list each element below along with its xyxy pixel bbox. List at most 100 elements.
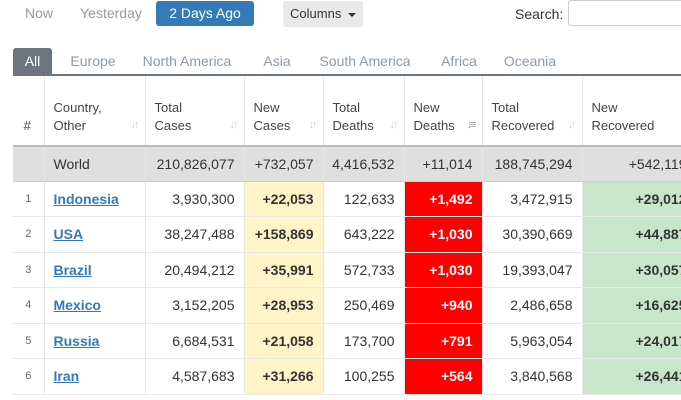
table-header-row: # Country, Other ↓↑ Total Cases ↓↑ New Cases ↓… (13, 76, 681, 147)
new-recovered-cell: +24,017 (582, 323, 681, 359)
new-cases-cell: +35,991 (244, 252, 324, 288)
world-country: World (44, 146, 146, 182)
new-deaths-cell: +1,030 (404, 252, 483, 288)
world-index (13, 146, 45, 182)
header-total-deaths-line1: Total (332, 100, 360, 115)
new-deaths-cell: +564 (404, 358, 483, 395)
header-total-recovered-line2: Recovered (491, 118, 555, 133)
total-cases-cell: 38,247,488 (145, 216, 245, 253)
header-new-recovered[interactable]: New Recovered ↓↑ (582, 76, 681, 147)
header-total-deaths-line2: Deaths (332, 118, 374, 133)
header-new-cases-line1: New (253, 100, 280, 115)
tab-europe[interactable]: Europe (70, 53, 116, 69)
two-days-ago-button[interactable]: 2 Days Ago (156, 1, 254, 26)
total-recovered-cell: 19,393,047 (482, 252, 583, 288)
yesterday-button[interactable]: Yesterday (80, 5, 142, 21)
header-new-cases-line2: Cases (253, 118, 291, 133)
country-cell: Indonesia (44, 181, 146, 217)
header-new-recovered-line2: Recovered (591, 118, 655, 133)
total-recovered-cell: 5,963,054 (482, 323, 583, 359)
header-country-line2: Other (53, 118, 87, 133)
world-total-recovered: 188,745,294 (482, 146, 583, 182)
row-index: 3 (13, 252, 45, 288)
country-cell: Russia (44, 323, 146, 359)
country-cell: Iran (44, 358, 146, 395)
header-total-recovered[interactable]: Total Recovered ↓↑ (482, 76, 583, 147)
tab-all[interactable]: All (13, 48, 52, 74)
sort-icon: ↓↑ (567, 119, 577, 131)
header-new-deaths-line1: New (413, 100, 440, 115)
country-cell: Brazil (44, 252, 146, 288)
new-cases-cell: +31,266 (244, 358, 324, 395)
tab-north-america[interactable]: North America (142, 53, 232, 69)
header-total-deaths[interactable]: Total Deaths ↓↑ (323, 76, 405, 147)
header-total-recovered-line1: Total (491, 100, 519, 115)
header-new-deaths[interactable]: New Deaths ↓≡ (404, 76, 483, 147)
sort-icon: ↓↑ (308, 119, 318, 131)
total-deaths-cell: 643,222 (323, 216, 405, 253)
world-new-cases: +732,057 (244, 146, 324, 182)
tab-underline (13, 74, 681, 76)
total-cases-cell: 3,152,205 (145, 287, 245, 324)
country-link[interactable]: Mexico (53, 297, 101, 314)
country-link[interactable]: Brazil (53, 261, 92, 278)
header-total-cases-line2: Cases (154, 118, 192, 133)
total-recovered-cell: 30,390,669 (482, 216, 583, 253)
header-total-cases-line1: Total (154, 100, 182, 115)
caret-down-icon (347, 12, 356, 17)
header-index[interactable]: # (13, 76, 45, 147)
total-deaths-cell: 122,633 (323, 181, 405, 217)
tab-south-america[interactable]: South America (319, 53, 411, 69)
new-recovered-cell: +29,012 (582, 181, 681, 217)
covid-stats-table: # Country, Other ↓↑ Total Cases ↓↑ New Cases ↓… (13, 76, 681, 395)
header-index-label: # (23, 118, 31, 133)
total-cases-cell: 4,587,683 (145, 358, 245, 395)
row-index: 2 (13, 216, 45, 253)
total-recovered-cell: 3,472,915 (482, 181, 583, 217)
total-deaths-cell: 100,255 (323, 358, 405, 395)
sort-icon: ↓↑ (229, 119, 239, 131)
country-link[interactable]: Iran (53, 368, 80, 385)
tab-oceania[interactable]: Oceania (503, 53, 557, 69)
tab-asia[interactable]: Asia (263, 53, 291, 69)
total-cases-cell: 20,494,212 (145, 252, 245, 288)
date-toolbar: Now Yesterday 2 Days Ago Columns Search: (0, 0, 681, 28)
sort-desc-icon: ↓≡ (466, 119, 477, 131)
columns-dropdown-button[interactable]: Columns (283, 1, 363, 27)
world-total-deaths: 4,416,532 (323, 146, 405, 182)
total-cases-cell: 3,930,300 (145, 181, 245, 217)
header-new-deaths-line2: Deaths (413, 118, 455, 133)
new-cases-cell: +22,053 (244, 181, 324, 217)
table-row: 3 Brazil 20,494,212 +35,991 572,733 +1,030 19,… (13, 252, 681, 288)
header-total-cases[interactable]: Total Cases ↓↑ (145, 76, 245, 147)
header-country[interactable]: Country, Other ↓↑ (44, 76, 146, 147)
country-cell: Mexico (44, 287, 146, 324)
new-cases-cell: +28,953 (244, 287, 324, 324)
total-cases-cell: 6,684,531 (145, 323, 245, 359)
new-deaths-cell: +1,492 (404, 181, 483, 217)
total-recovered-cell: 3,840,568 (482, 358, 583, 395)
country-link[interactable]: Indonesia (53, 190, 119, 207)
header-country-line1: Country, (53, 100, 102, 115)
new-recovered-cell: +26,441 (582, 358, 681, 395)
header-new-cases[interactable]: New Cases ↓↑ (244, 76, 324, 147)
sort-icon: ↓↑ (130, 119, 140, 131)
world-new-recovered: +542,119 (582, 146, 681, 182)
total-recovered-cell: 2,486,658 (482, 287, 583, 324)
row-index: 4 (13, 287, 45, 324)
sort-icon: ↓↑ (389, 119, 399, 131)
world-new-deaths: +11,014 (404, 146, 483, 182)
new-deaths-cell: +791 (404, 323, 483, 359)
search-input[interactable] (568, 0, 681, 26)
search-label: Search: (515, 6, 564, 22)
new-deaths-cell: +940 (404, 287, 483, 324)
new-cases-cell: +21,058 (244, 323, 324, 359)
tab-africa[interactable]: Africa (441, 53, 477, 69)
columns-button-label: Columns (290, 6, 342, 21)
now-button[interactable]: Now (24, 5, 53, 21)
header-new-recovered-line1: New (591, 100, 618, 115)
table-row: 5 Russia 6,684,531 +21,058 173,700 +791 5,963,… (13, 323, 681, 359)
country-link[interactable]: Russia (53, 332, 100, 349)
country-link[interactable]: USA (53, 226, 84, 243)
row-index: 6 (13, 358, 45, 395)
